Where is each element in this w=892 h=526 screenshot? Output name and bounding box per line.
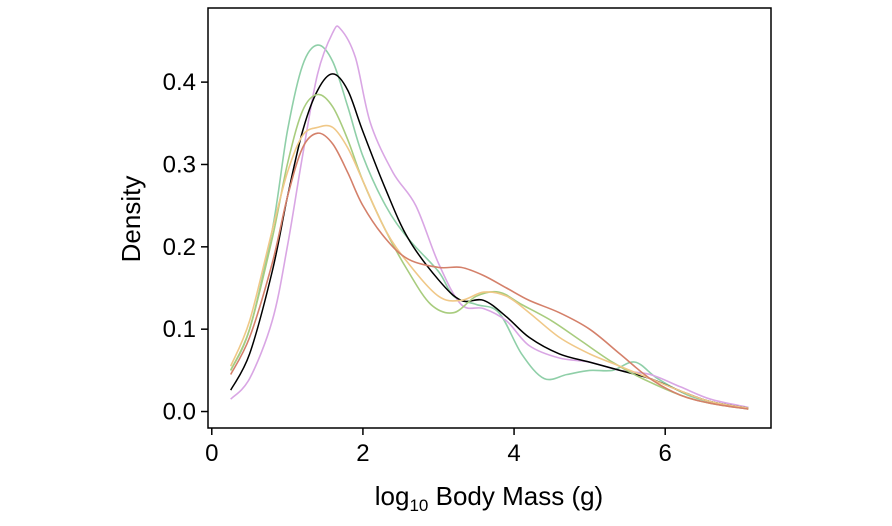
- density-line-5: [229, 124, 749, 409]
- x-tick-label: 4: [507, 440, 520, 467]
- density-line-2: [230, 25, 749, 409]
- y-tick-label: 0.0: [163, 399, 196, 426]
- y-axis-title: Density: [116, 176, 146, 263]
- plot-frame: [207, 7, 772, 429]
- y-tick-label: 0.2: [163, 234, 196, 261]
- x-axis-title-subscript: 10: [409, 496, 428, 515]
- y-tick-label: 0.1: [163, 316, 196, 343]
- x-axis-title-rest: Body Mass (g): [428, 481, 603, 511]
- density-line-4: [229, 93, 749, 410]
- x-axis-title: log10 Body Mass (g): [375, 481, 603, 515]
- density-lines: [229, 25, 749, 410]
- y-tick-label: 0.4: [163, 69, 196, 96]
- x-tick-label: 0: [205, 440, 218, 467]
- density-line-3: [230, 73, 749, 409]
- x-tick-label: 6: [659, 440, 672, 467]
- x-tick-label: 2: [356, 440, 369, 467]
- y-tick-label: 0.3: [163, 151, 196, 178]
- x-axis-title-main: log: [375, 481, 410, 511]
- density-line-6: [229, 132, 749, 410]
- axis-ticks: 0 2 4 6 0.0 0.1 0.2 0.3 0.4: [163, 69, 672, 467]
